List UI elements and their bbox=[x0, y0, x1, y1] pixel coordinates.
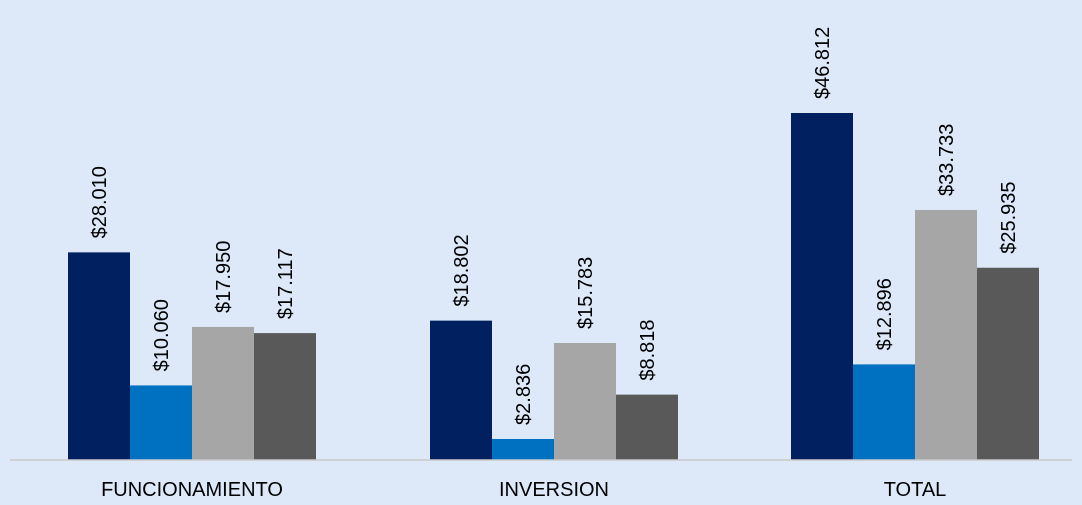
data-label: $46.812 bbox=[812, 27, 834, 99]
bar-inversion-series-2 bbox=[492, 438, 554, 460]
bar-funcionamiento-series-1 bbox=[68, 252, 130, 460]
data-label: $15.783 bbox=[575, 257, 597, 329]
data-label: $25.935 bbox=[998, 181, 1020, 253]
bar-total-series-3 bbox=[915, 209, 977, 460]
data-label: $12.896 bbox=[874, 278, 896, 350]
data-label: $8.818 bbox=[637, 319, 659, 380]
data-labels-layer: $28.010 $10.060 $17.950 $17.117 $18.802 $2.83… bbox=[89, 27, 1020, 425]
data-label: $17.950 bbox=[213, 241, 235, 313]
bars-layer bbox=[68, 113, 1039, 460]
bar-total-series-1 bbox=[791, 113, 853, 460]
bar-funcionamiento-series-4 bbox=[254, 333, 316, 460]
bar-inversion-series-3 bbox=[554, 343, 616, 460]
bar-total-series-4 bbox=[977, 267, 1039, 460]
bar-inversion-series-4 bbox=[616, 394, 678, 460]
data-label: $2.836 bbox=[513, 364, 535, 425]
bar-inversion-series-1 bbox=[430, 320, 492, 460]
bar-funcionamiento-series-2 bbox=[130, 385, 192, 460]
bar-total-series-2 bbox=[853, 364, 915, 460]
category-label: TOTAL bbox=[884, 479, 947, 500]
data-label: $17.117 bbox=[275, 248, 297, 319]
data-label: $18.802 bbox=[451, 234, 473, 306]
category-label: FUNCIONAMIENTO bbox=[101, 479, 283, 500]
data-label: $10.060 bbox=[151, 299, 173, 371]
category-labels-layer: FUNCIONAMIENTO INVERSION TOTAL bbox=[101, 479, 947, 501]
category-label: INVERSION bbox=[499, 479, 609, 500]
data-label: $33.733 bbox=[936, 124, 958, 196]
bar-funcionamiento-series-3 bbox=[192, 326, 254, 460]
data-label: $28.010 bbox=[89, 166, 111, 238]
